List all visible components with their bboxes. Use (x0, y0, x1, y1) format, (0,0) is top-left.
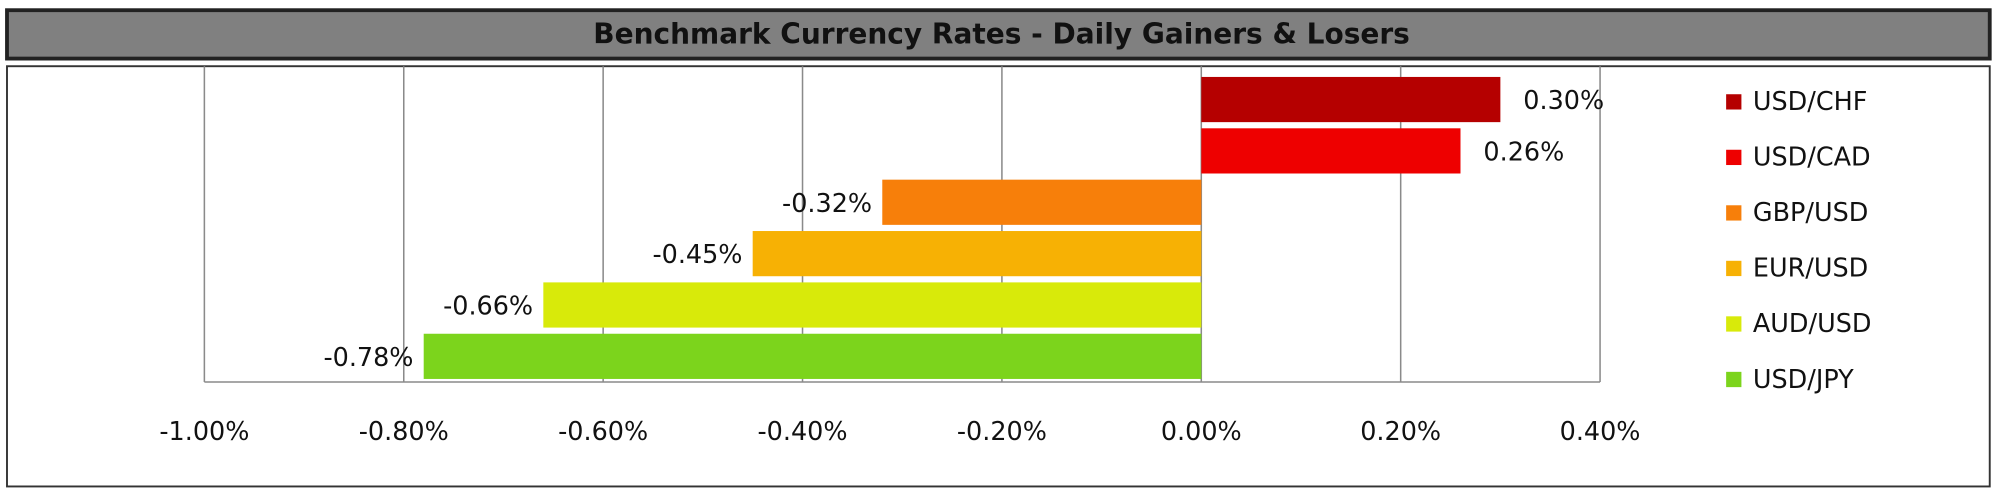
legend-swatch (1726, 371, 1742, 388)
bar (543, 282, 1202, 328)
data-label: -0.32% (782, 189, 872, 219)
x-tick-label: -0.40% (758, 417, 848, 447)
legend-swatch (1726, 260, 1742, 277)
legend-label: GBP/USD (1753, 198, 1869, 228)
legend-swatch (1726, 205, 1742, 221)
data-label: -0.45% (652, 240, 742, 270)
chart-title: Benchmark Currency Rates - Daily Gainers… (593, 18, 1410, 51)
x-tick-label: -0.60% (558, 417, 648, 447)
chart-frame (6, 65, 1991, 488)
x-tick-label: 0.20% (1360, 417, 1441, 447)
legend-label: AUD/USD (1753, 309, 1872, 339)
bar (752, 231, 1202, 277)
data-label: -0.66% (443, 292, 533, 322)
legend-swatch (1726, 149, 1742, 166)
x-tick-label: -1.00% (159, 417, 249, 447)
data-label: -0.78% (323, 343, 413, 373)
legend-swatch (1726, 316, 1742, 332)
data-label: 0.30% (1523, 86, 1604, 116)
legend-swatch (1726, 94, 1742, 110)
data-label: 0.26% (1483, 137, 1564, 167)
legend-label: USD/CAD (1753, 143, 1871, 173)
x-tick-label: 0.00% (1161, 417, 1242, 447)
x-tick-label: -0.80% (359, 417, 449, 447)
bar (1201, 128, 1461, 174)
legend-label: EUR/USD (1753, 254, 1868, 284)
bar (882, 179, 1202, 225)
x-tick-label: 0.40% (1560, 417, 1641, 447)
bar (1201, 76, 1501, 123)
bar (423, 333, 1202, 379)
x-tick-label: -0.20% (957, 417, 1047, 447)
title-bar (5, 8, 1992, 61)
legend-label: USD/JPY (1753, 365, 1854, 395)
legend-label: USD/CHF (1753, 87, 1868, 117)
